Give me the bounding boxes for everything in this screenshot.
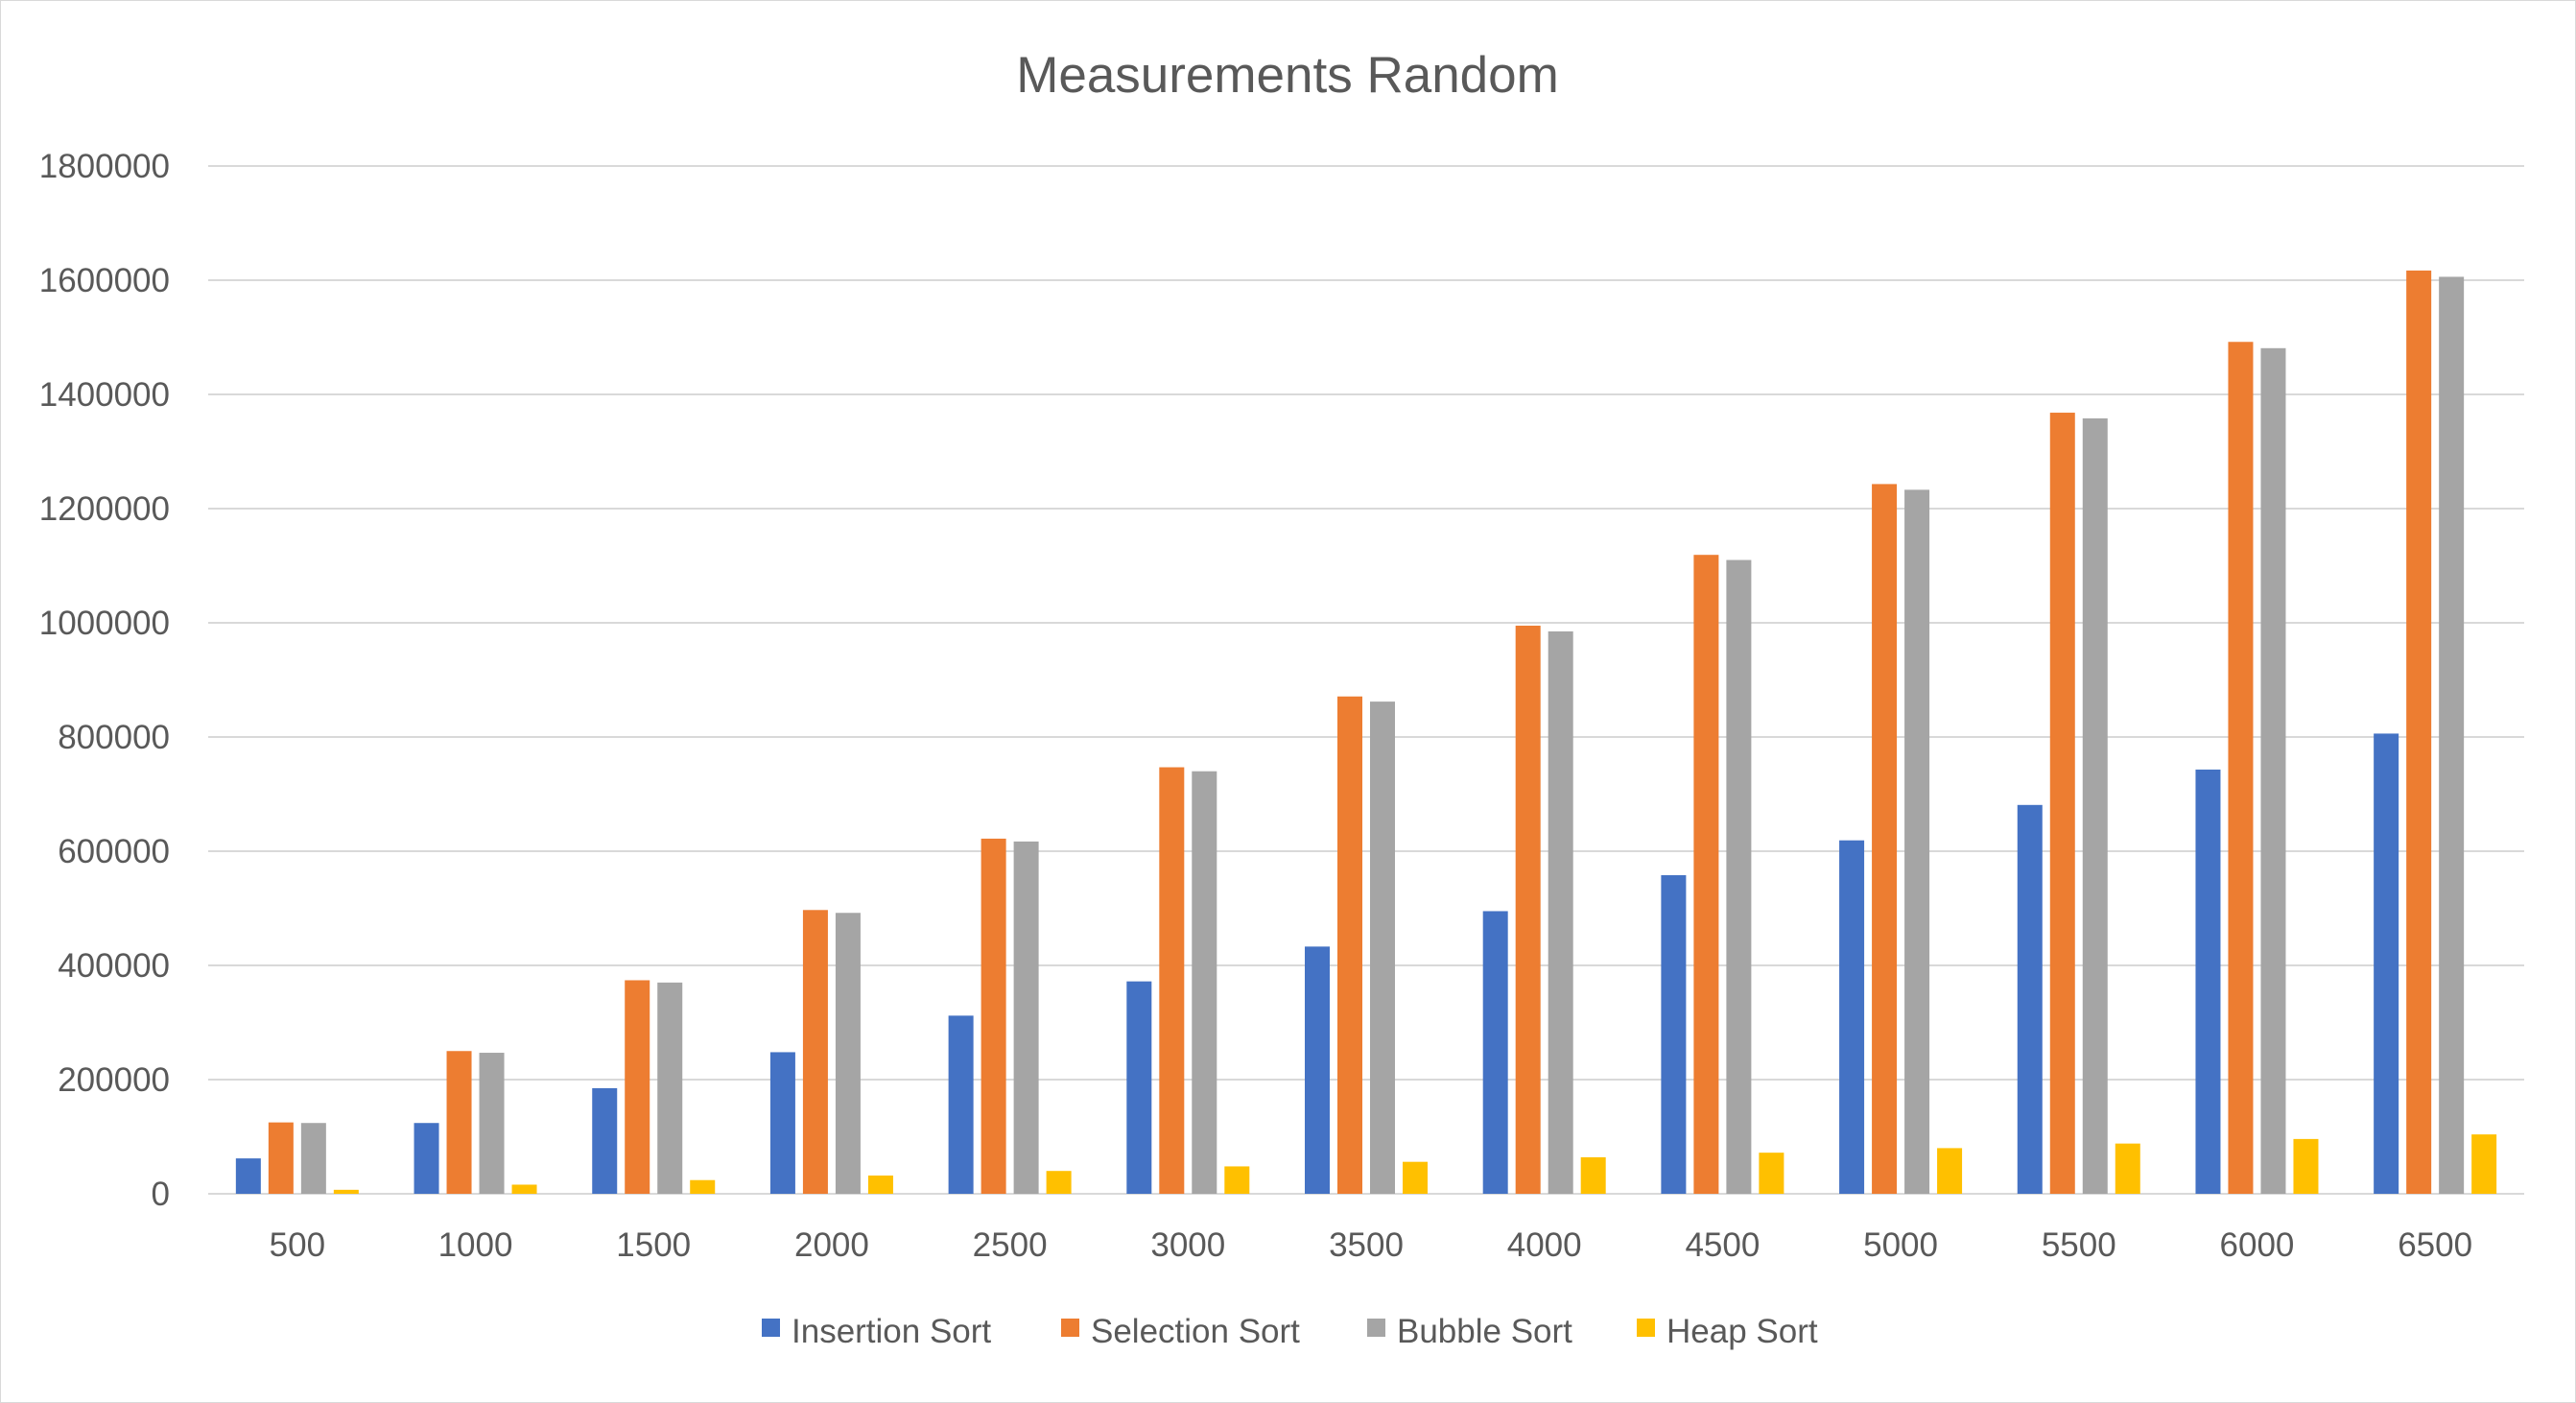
bar-bubble-sort-5500 — [2082, 417, 2108, 1194]
x-tick-label: 500 — [270, 1226, 325, 1264]
x-tick-label: 4500 — [1685, 1226, 1760, 1264]
bar-selection-sort-2500 — [981, 838, 1006, 1194]
x-tick-label: 5000 — [1863, 1226, 1938, 1264]
bar-bubble-sort-4500 — [1726, 559, 1752, 1194]
y-tick-label: 400000 — [58, 947, 170, 985]
bar-insertion-sort-3000 — [1126, 981, 1152, 1194]
bar-selection-sort-2000 — [802, 910, 828, 1194]
legend-swatch — [1061, 1319, 1079, 1337]
bar-insertion-sort-4000 — [1482, 911, 1508, 1194]
x-tick-label: 1000 — [438, 1226, 513, 1264]
bar-heap-sort-2000 — [867, 1175, 893, 1194]
x-tick-label: 3000 — [1150, 1226, 1225, 1264]
bar-bubble-sort-2500 — [1013, 841, 1039, 1194]
y-tick-label: 800000 — [58, 719, 170, 756]
bar-bubble-sort-1500 — [657, 982, 683, 1194]
x-axis-tick-labels: 500 1000 1500 2000 2500 3000 3500 4000 4500 5000 5… — [270, 1226, 2472, 1264]
bar-bubble-sort-2000 — [835, 913, 861, 1194]
bar-insertion-sort-2000 — [769, 1052, 795, 1194]
bar-insertion-sort-5000 — [1839, 840, 1865, 1194]
bar-selection-sort-5500 — [2049, 413, 2075, 1194]
bar-heap-sort-3500 — [1403, 1161, 1428, 1194]
bar-bubble-sort-6000 — [2260, 347, 2286, 1194]
legend-label: Insertion Sort — [792, 1313, 991, 1350]
bar-heap-sort-5000 — [1937, 1148, 1963, 1194]
bar-selection-sort-5000 — [1872, 484, 1898, 1194]
bar-heap-sort-3000 — [1224, 1166, 1250, 1194]
x-tick-label: 5500 — [2042, 1226, 2116, 1264]
bar-insertion-sort-4500 — [1661, 874, 1687, 1194]
y-tick-label: 1200000 — [39, 490, 170, 528]
bar-heap-sort-500 — [333, 1189, 359, 1194]
bar-selection-sort-3000 — [1159, 767, 1185, 1194]
bar-heap-sort-4000 — [1580, 1156, 1606, 1194]
x-tick-label: 1500 — [616, 1226, 691, 1264]
bar-insertion-sort-2500 — [948, 1015, 974, 1194]
legend-label: Heap Sort — [1666, 1313, 1818, 1350]
bar-bubble-sort-5000 — [1904, 489, 1930, 1194]
bar-insertion-sort-3500 — [1305, 946, 1330, 1194]
bars — [235, 270, 2497, 1194]
legend: Insertion Sort Selection Sort Bubble Sort H… — [762, 1313, 1818, 1350]
bar-selection-sort-500 — [268, 1122, 294, 1194]
y-tick-label: 1000000 — [39, 605, 170, 642]
x-tick-label: 3500 — [1329, 1226, 1404, 1264]
x-tick-label: 6500 — [2398, 1226, 2472, 1264]
bar-selection-sort-3500 — [1337, 696, 1362, 1194]
bar-selection-sort-1000 — [446, 1051, 472, 1194]
legend-label: Selection Sort — [1091, 1313, 1300, 1350]
y-tick-label: 0 — [152, 1176, 170, 1213]
bar-insertion-sort-500 — [235, 1158, 261, 1194]
y-axis-tick-labels: 0 200000 400000 600000 800000 1000000 1200000 1… — [39, 148, 170, 1213]
bar-selection-sort-6000 — [2228, 342, 2254, 1194]
bar-heap-sort-2500 — [1046, 1171, 1072, 1194]
y-tick-label: 1800000 — [39, 148, 170, 185]
x-tick-label: 6000 — [2220, 1226, 2295, 1264]
bar-insertion-sort-5500 — [2017, 804, 2043, 1194]
chart-title: Measurements Random — [1016, 47, 1559, 104]
gridlines — [208, 165, 2524, 1195]
bar-selection-sort-4000 — [1515, 625, 1541, 1194]
bar-bubble-sort-500 — [300, 1123, 326, 1194]
y-tick-label: 200000 — [58, 1061, 170, 1099]
bar-heap-sort-6500 — [2471, 1134, 2497, 1194]
legend-swatch — [762, 1319, 780, 1337]
y-tick-label: 600000 — [58, 833, 170, 870]
bar-heap-sort-5500 — [2115, 1143, 2140, 1194]
bar-selection-sort-1500 — [625, 980, 650, 1194]
bar-selection-sort-6500 — [2406, 270, 2432, 1194]
bar-heap-sort-1500 — [690, 1179, 716, 1194]
bar-bubble-sort-4000 — [1548, 630, 1573, 1194]
bar-heap-sort-6000 — [2293, 1138, 2319, 1194]
x-tick-label: 2000 — [794, 1226, 869, 1264]
bar-bubble-sort-6500 — [2439, 276, 2465, 1194]
bar-insertion-sort-1500 — [592, 1087, 618, 1194]
bar-heap-sort-4500 — [1759, 1153, 1784, 1194]
bar-insertion-sort-1000 — [414, 1123, 439, 1194]
legend-swatch — [1367, 1319, 1385, 1337]
bar-bubble-sort-3000 — [1192, 771, 1217, 1194]
y-tick-label: 1600000 — [39, 262, 170, 299]
x-tick-label: 4000 — [1507, 1226, 1582, 1264]
bar-insertion-sort-6000 — [2195, 769, 2221, 1194]
bar-selection-sort-4500 — [1693, 555, 1719, 1194]
legend-label: Bubble Sort — [1397, 1313, 1572, 1350]
y-tick-label: 1400000 — [39, 376, 170, 414]
legend-swatch — [1637, 1319, 1655, 1337]
x-tick-label: 2500 — [973, 1226, 1048, 1264]
bar-insertion-sort-6500 — [2374, 733, 2399, 1194]
bar-heap-sort-1000 — [511, 1184, 537, 1194]
bar-bubble-sort-1000 — [479, 1053, 505, 1194]
bar-bubble-sort-3500 — [1370, 702, 1395, 1194]
